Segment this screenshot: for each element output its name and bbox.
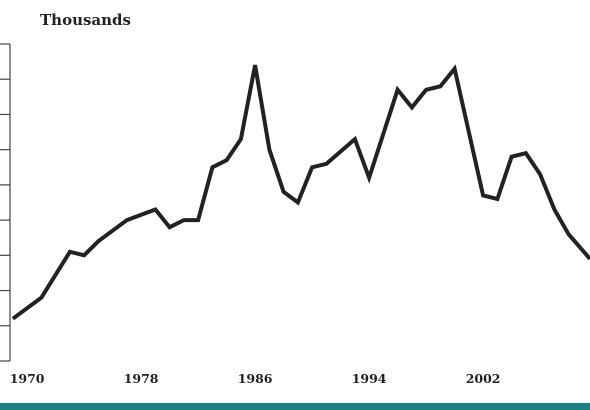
series-line [11,64,590,321]
x-ticks: 1970 1978 1986 1994 2002 [10,371,501,386]
y-axis-label: Thousands [40,11,131,29]
x-tick-label: 1994 [352,371,387,386]
y-ticks [0,43,10,362]
x-tick-label: 1986 [238,371,273,386]
x-tick-label: 1978 [124,371,159,386]
x-tick-label: 2002 [466,371,501,386]
x-tick-label: 1970 [10,371,45,386]
bottom-accent-bar [0,403,590,410]
